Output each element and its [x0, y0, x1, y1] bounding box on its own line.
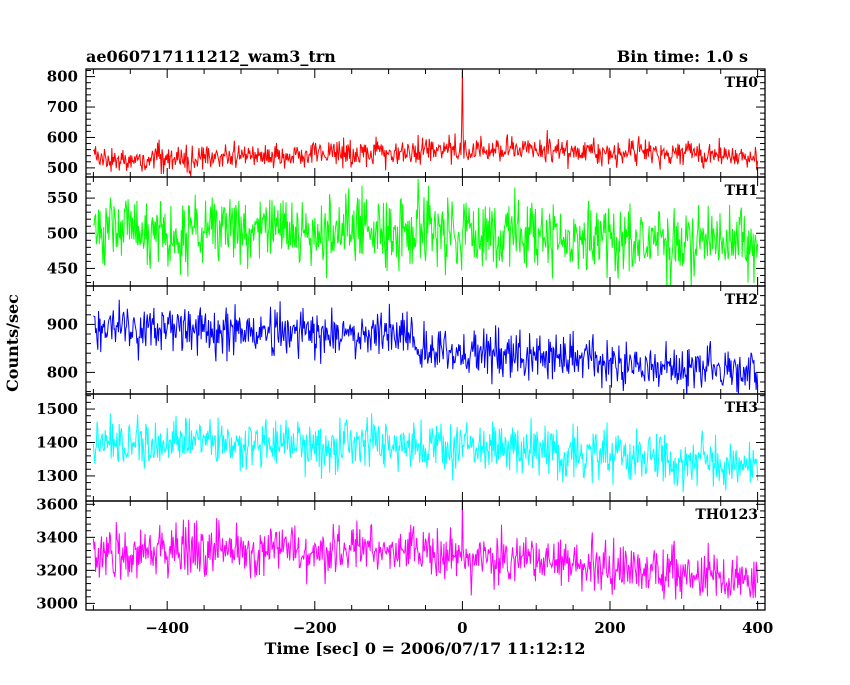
series-line-th0123 [92, 501, 759, 600]
series-line-th1 [93, 178, 759, 286]
y-tick-label: 800 [47, 363, 78, 381]
panels: 500 600 700 800 TH0 450 500 550 TH1 800 900 TH2 1300… [36, 68, 773, 637]
x-tick-label: −400 [145, 619, 189, 637]
x-tick-label: 200 [594, 619, 625, 637]
panel-th3: 1300 1400 1500 TH3 [36, 393, 766, 502]
x-axis-title: Time [sec] 0 = 2006/07/17 11:12:12 [265, 639, 586, 658]
y-tick-label: 500 [47, 159, 78, 177]
bin-time-label: Bin time: 1.0 s [617, 47, 748, 66]
y-tick-label: 3600 [36, 495, 78, 513]
y-tick-label: 550 [47, 189, 78, 207]
series-line-th3 [92, 413, 759, 493]
panel-th0: 500 600 700 800 TH0 [47, 68, 766, 178]
y-tick-label: 3000 [36, 594, 78, 612]
y-tick-label: 600 [47, 128, 78, 146]
chart-title: ae060717111212_wam3_trn [86, 47, 336, 66]
y-tick-label: 1400 [36, 433, 78, 451]
y-tick-label: 3400 [36, 528, 78, 546]
x-tick-label: −200 [293, 619, 337, 637]
y-axis-title: Counts/sec [3, 294, 22, 392]
panel-th1: 450 500 550 TH1 [47, 176, 766, 287]
y-tick-label: 3200 [36, 561, 78, 579]
panel-label-th2: TH2 [725, 292, 758, 308]
y-tick-label: 800 [47, 68, 78, 86]
y-tick-label: 450 [47, 259, 78, 277]
y-tick-label: 500 [47, 224, 78, 242]
y-tick-label: 900 [47, 315, 78, 333]
x-tick-label: 400 [742, 619, 773, 637]
panel-label-th1: TH1 [725, 183, 758, 199]
panel-label-th0: TH0 [725, 75, 759, 91]
y-tick-label: 1500 [36, 400, 78, 418]
panel-label-th3: TH3 [725, 400, 758, 416]
x-tick-label: 0 [457, 619, 467, 637]
y-tick-label: 700 [47, 98, 78, 116]
panel-label-th0123: TH0123 [695, 507, 758, 523]
panel-th0123: 3000 3200 3400 3600 TH0123 [36, 495, 766, 612]
series-line-th2 [93, 299, 759, 394]
series-line-th0 [92, 70, 759, 177]
panel-th2: 800 900 TH2 [47, 285, 766, 395]
y-tick-label: 1300 [36, 467, 78, 485]
